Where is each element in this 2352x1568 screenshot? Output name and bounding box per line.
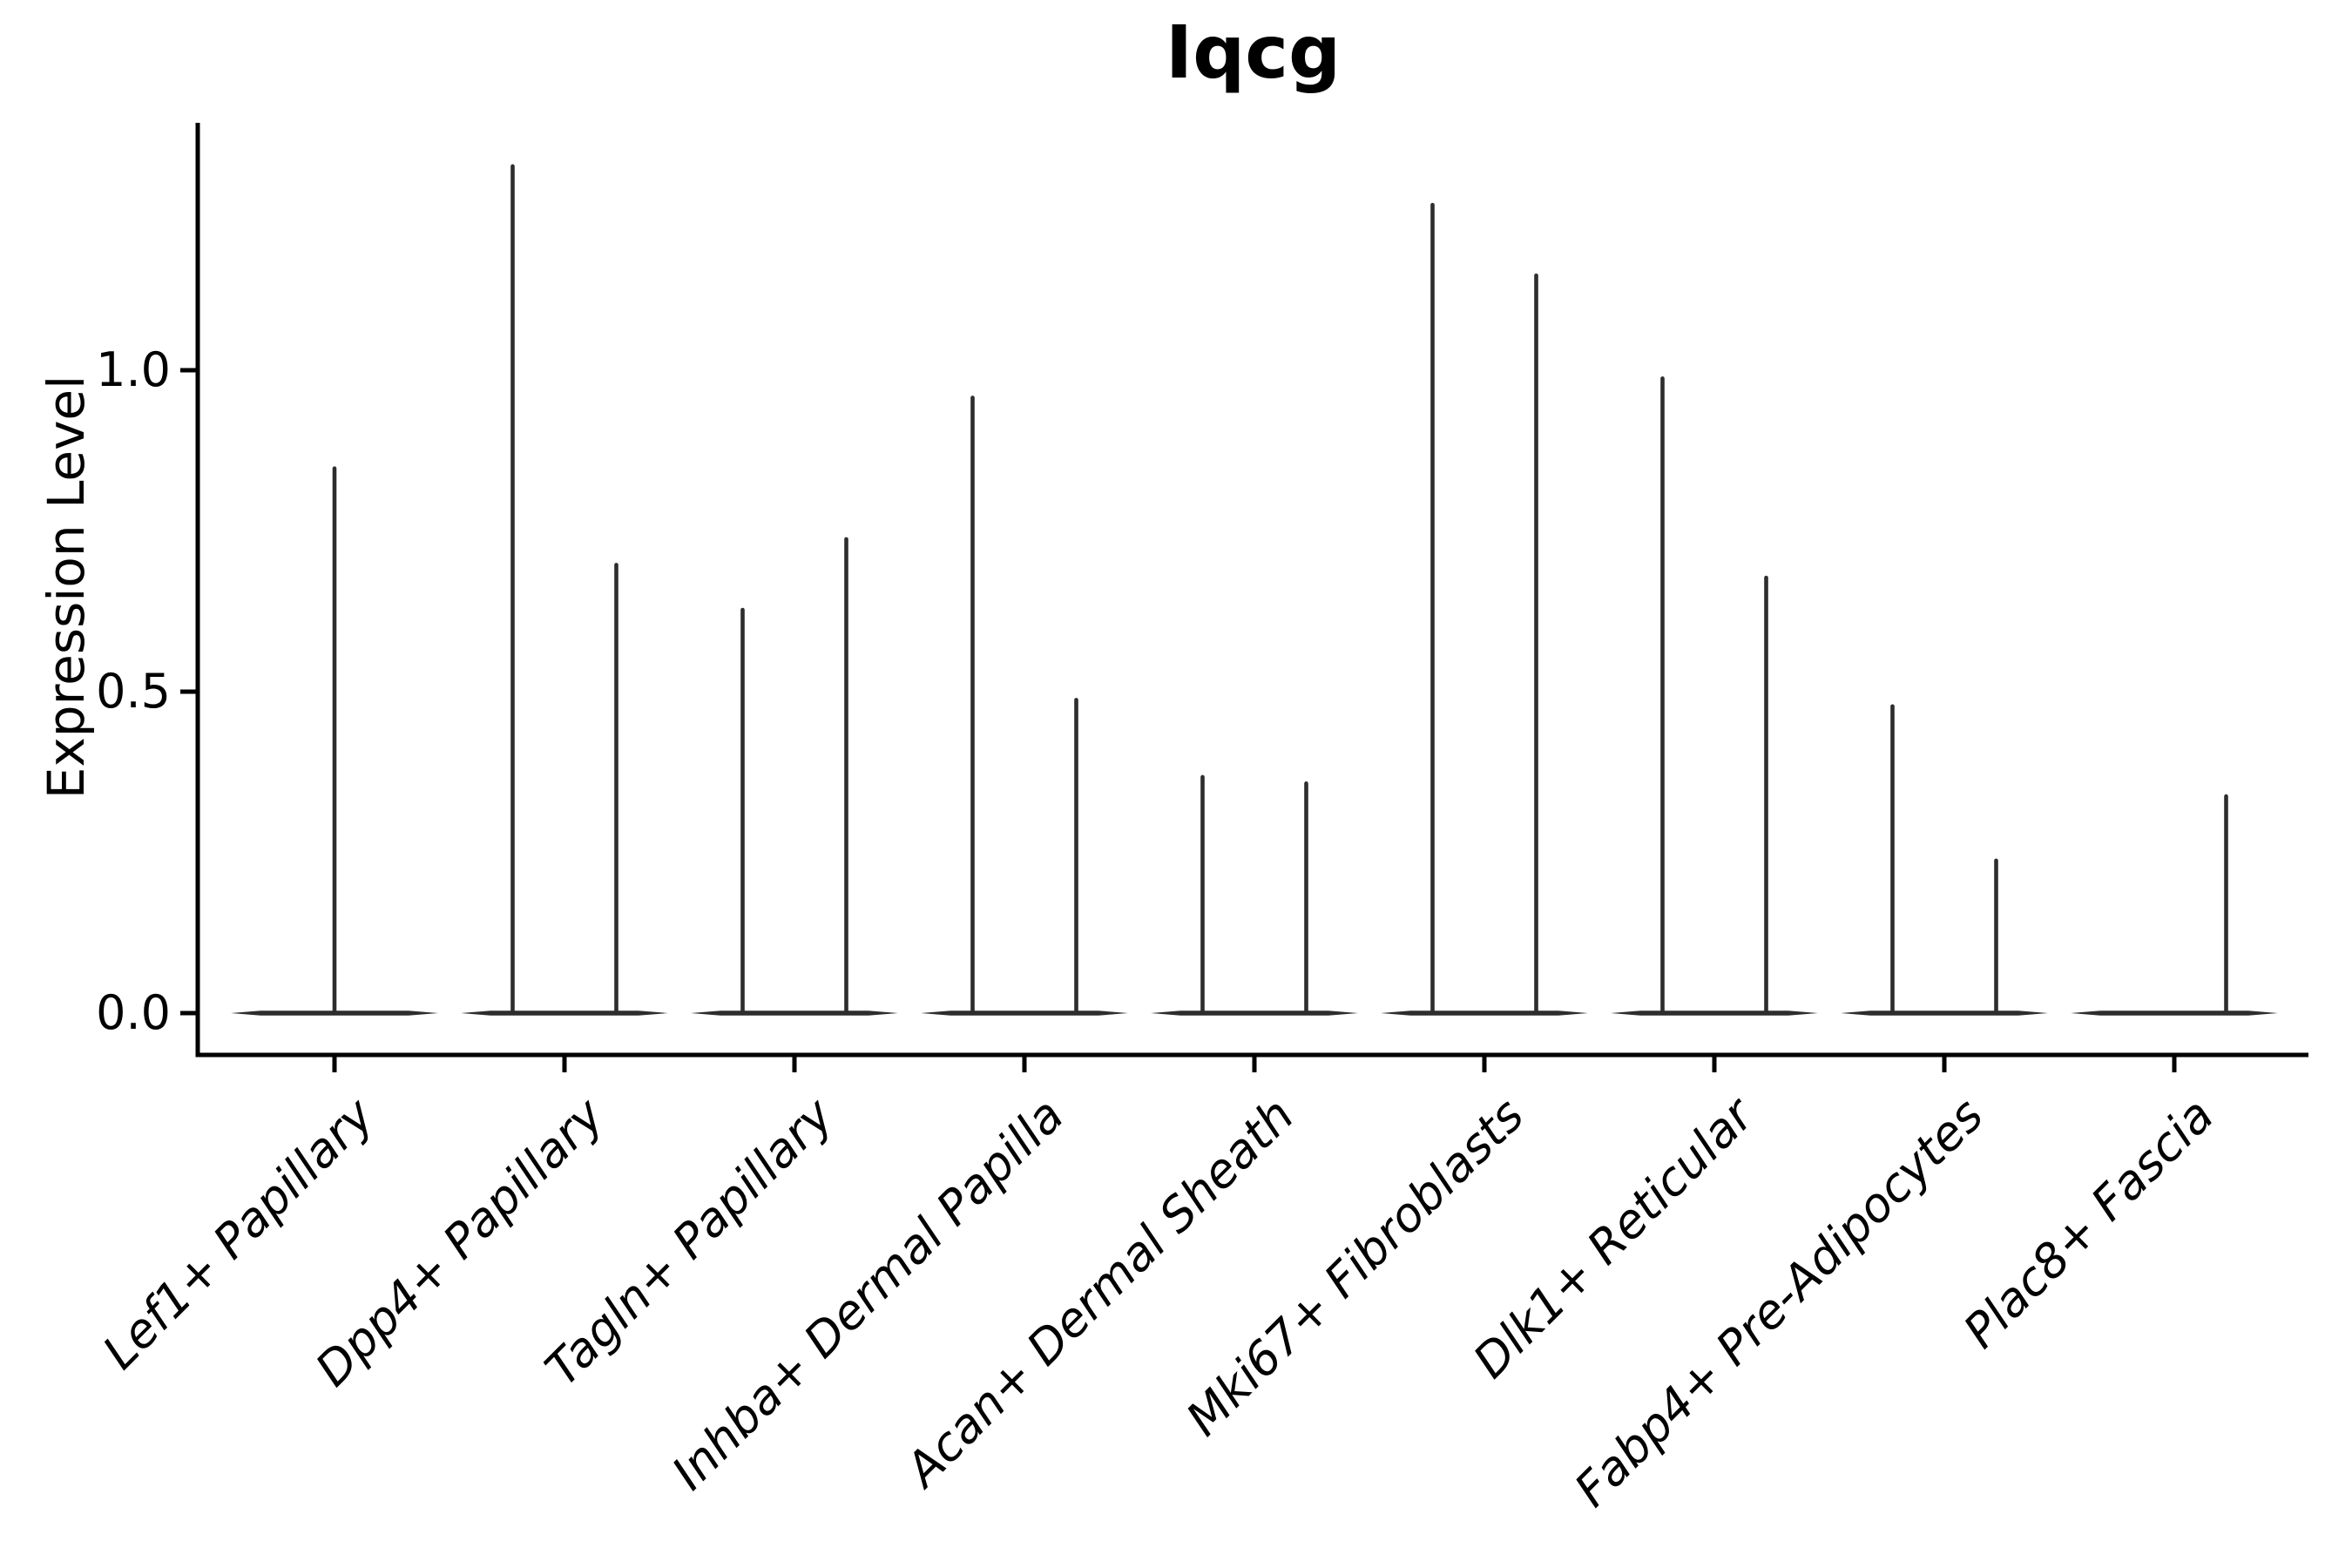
y-tick-label: 0.0 bbox=[96, 985, 171, 1040]
violin-baseline bbox=[1841, 1010, 2048, 1016]
chart-title: Iqcg bbox=[1165, 10, 1342, 95]
violin-baseline bbox=[461, 1010, 668, 1016]
violin-baseline bbox=[921, 1010, 1128, 1016]
violin-baseline bbox=[2071, 1010, 2278, 1016]
y-tick-label: 1.0 bbox=[96, 342, 171, 397]
violin-baseline bbox=[1381, 1010, 1588, 1016]
violin-baseline bbox=[691, 1010, 898, 1016]
violin-baseline bbox=[1151, 1010, 1358, 1016]
violin-baseline bbox=[1611, 1010, 1818, 1016]
y-tick-label: 0.5 bbox=[96, 664, 171, 719]
